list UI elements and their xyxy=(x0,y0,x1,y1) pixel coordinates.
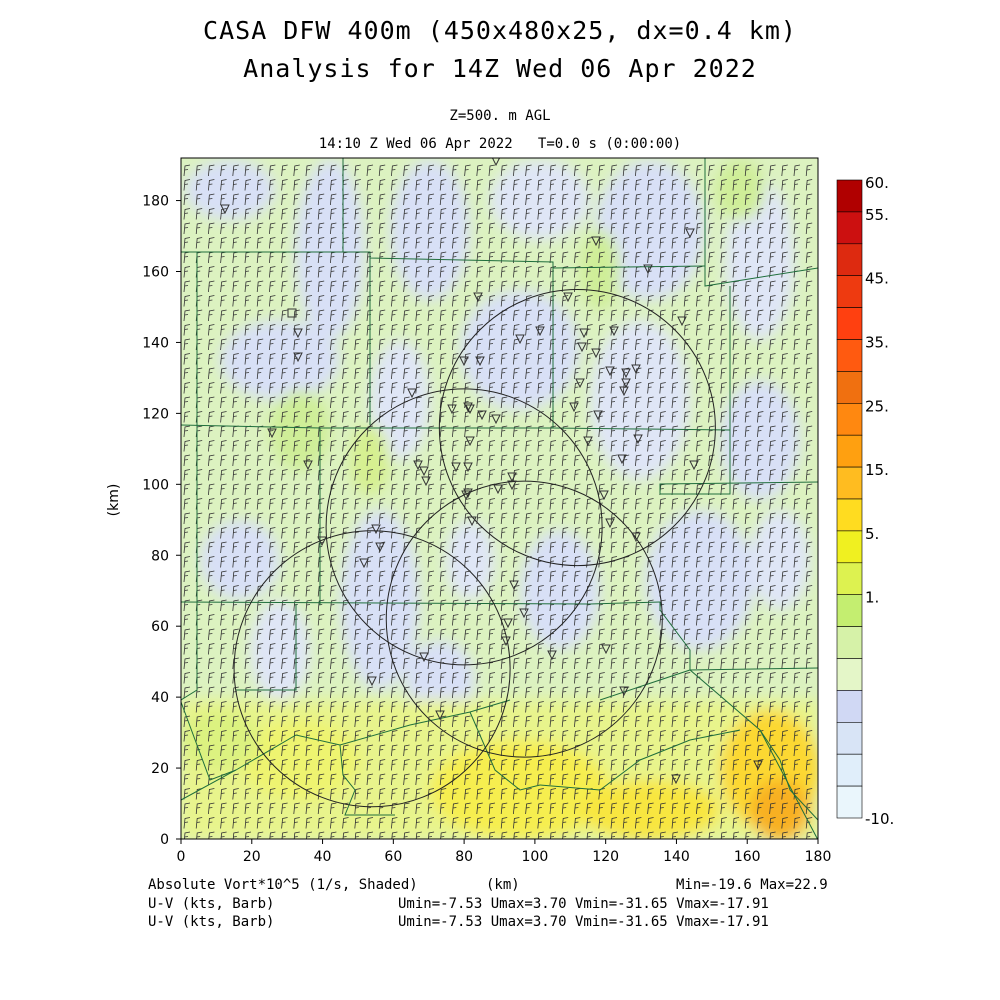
colorbar-segment xyxy=(836,402,863,436)
y-tick-label: 180 xyxy=(142,194,169,210)
colorbar-segment xyxy=(836,594,863,627)
colorbar-label: 1. xyxy=(865,589,879,607)
shaded-field-label: Absolute Vort*10^5 (1/s, Shaded) xyxy=(148,877,418,893)
colorbar: 60. 55. 45. 35. 25. 15. 5. 1. -10. xyxy=(836,174,894,828)
title-line-1: CASA DFW 400m (450x480x25, dx=0.4 km) xyxy=(203,16,797,45)
y-tick-label: 0 xyxy=(160,832,169,848)
title-line-2: Analysis for 14Z Wed 06 Apr 2022 xyxy=(243,54,757,83)
station-square xyxy=(287,308,297,318)
colorbar-segment xyxy=(836,371,863,404)
y-tick-label: 140 xyxy=(142,335,169,351)
barb-stats-2: Umin=-7.53 Umax=3.70 Vmin=-31.65 Vmax=-1… xyxy=(398,914,769,930)
colorbar-segment xyxy=(836,562,863,595)
y-tick-label: 40 xyxy=(151,690,169,706)
radar-range-rings xyxy=(233,289,716,808)
colorbar-segment xyxy=(836,434,863,468)
barb-label-2: U-V (kts, Barb) xyxy=(148,914,275,930)
colorbar-label: -10. xyxy=(865,810,894,828)
x-tick-label: 20 xyxy=(243,849,261,865)
barb-glyphs xyxy=(183,164,813,839)
x-tick-label: 140 xyxy=(663,849,690,865)
map-plot-area[interactable] xyxy=(180,157,820,843)
plot-frame xyxy=(180,157,819,840)
x-tick-label: 120 xyxy=(592,849,619,865)
colorbar-segment xyxy=(836,530,863,564)
y-tick-label: 80 xyxy=(151,548,169,564)
x-tick-label: 80 xyxy=(455,849,473,865)
x-axis: 0 20 40 60 80 100 120 140 160 180 xyxy=(177,839,832,865)
radar-range-circle xyxy=(325,388,603,666)
colorbar-segment xyxy=(836,211,863,245)
station-triangles xyxy=(220,158,763,785)
radar-range-circle xyxy=(233,530,511,808)
colorbar-label: 60. xyxy=(865,174,889,192)
y-axis: 0 20 40 60 80 100 120 140 160 180 xyxy=(142,194,181,848)
colorbar-segment xyxy=(836,243,863,277)
colorbar-segment xyxy=(836,690,863,723)
y-tick-label: 100 xyxy=(142,477,169,493)
x-tick-label: 180 xyxy=(805,849,832,865)
barb-label-1: U-V (kts, Barb) xyxy=(148,896,275,912)
colorbar-label: 35. xyxy=(865,334,889,352)
x-tick-label: 160 xyxy=(734,849,761,865)
y-tick-label: 60 xyxy=(151,619,169,635)
colorbar-segment xyxy=(836,658,863,691)
colorbar-segment xyxy=(836,339,863,372)
x-tick-label: 60 xyxy=(384,849,402,865)
colorbar-label: 25. xyxy=(865,397,889,415)
y-axis-label: (km) xyxy=(106,484,122,517)
x-axis-unit-label: (km) xyxy=(486,877,520,893)
x-tick-label: 0 xyxy=(177,849,186,865)
colorbar-segment xyxy=(836,275,863,308)
wind-barbs xyxy=(183,164,813,839)
station-markers xyxy=(220,158,763,785)
colorbar-segment xyxy=(836,753,863,787)
colorbar-label: 45. xyxy=(865,270,889,288)
colorbar-label: 55. xyxy=(865,206,889,224)
y-tick-label: 160 xyxy=(142,265,169,281)
y-tick-label: 120 xyxy=(142,406,169,422)
level-label: Z=500. m AGL xyxy=(449,108,551,124)
colorbar-segment xyxy=(836,466,863,500)
field-min-max: Min=-19.6 Max=22.9 xyxy=(676,877,828,893)
county-boundaries xyxy=(181,158,818,839)
colorbar-segment xyxy=(836,307,863,340)
x-tick-label: 40 xyxy=(314,849,332,865)
colorbar-label: 15. xyxy=(865,461,889,479)
colorbar-segment xyxy=(836,721,863,755)
colorbar-segment xyxy=(836,498,863,532)
valid-time-label: 14:10 Z Wed 06 Apr 2022 T=0.0 s (0:00:00… xyxy=(318,136,682,152)
colorbar-label: 5. xyxy=(865,525,879,543)
colorbar-segment xyxy=(836,785,863,819)
colorbar-segment xyxy=(836,179,863,213)
x-tick-label: 100 xyxy=(522,849,549,865)
y-tick-label: 20 xyxy=(151,761,169,777)
colorbar-segment xyxy=(836,626,863,659)
barb-stats-1: Umin=-7.53 Umax=3.70 Vmin=-31.65 Vmax=-1… xyxy=(398,896,769,912)
radar-range-circle xyxy=(438,289,716,567)
radar-range-circle xyxy=(385,480,663,758)
